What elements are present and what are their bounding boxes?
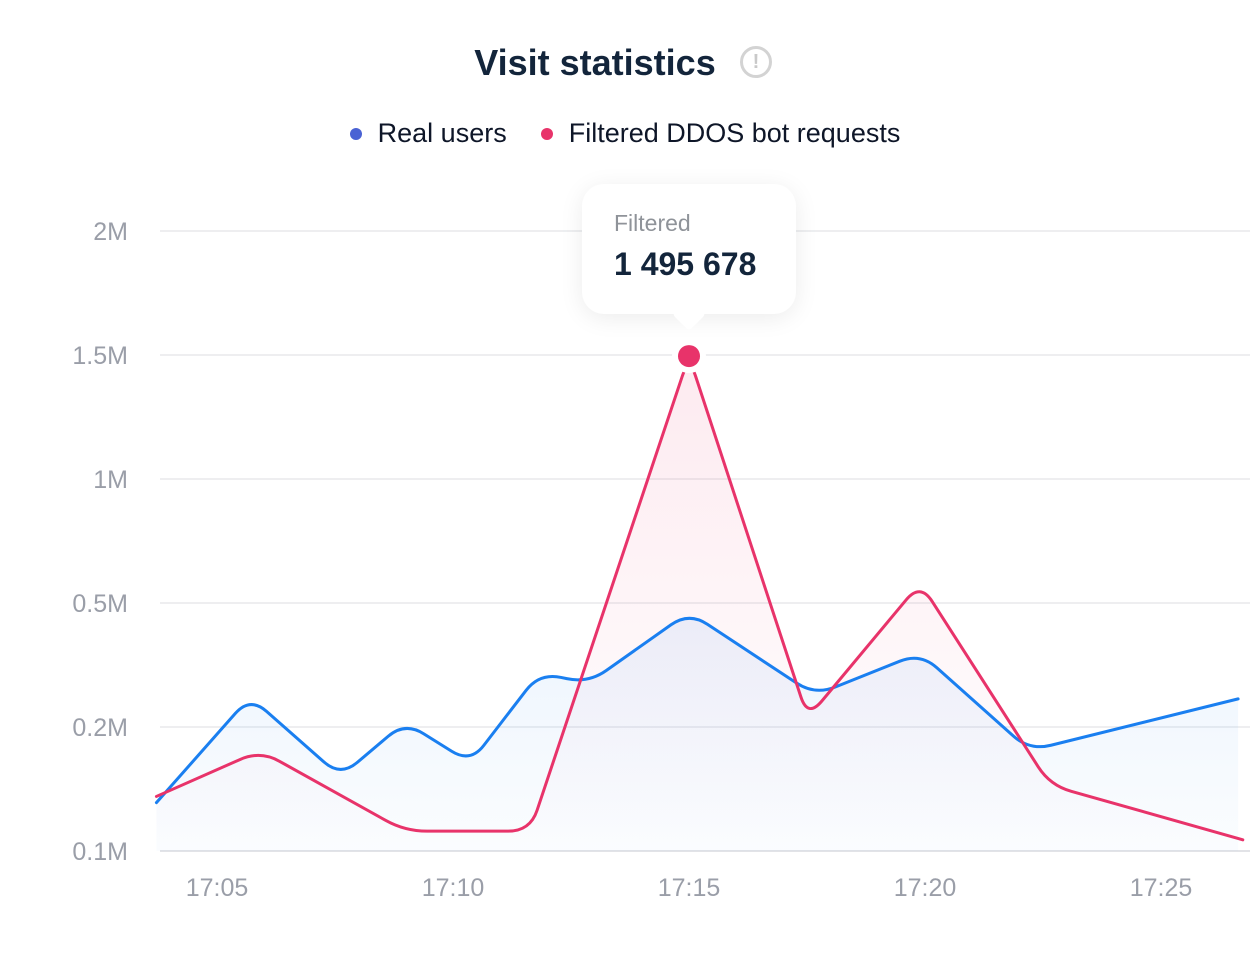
x-tick-label: 17:10	[422, 874, 485, 902]
legend-item-filtered[interactable]: Filtered DDOS bot requests	[540, 118, 901, 149]
y-tick-label: 1.5M	[72, 342, 128, 370]
chart-title: Visit statistics	[474, 42, 716, 83]
legend-label: Filtered DDOS bot requests	[568, 118, 901, 148]
y-tick-label: 0.5M	[72, 590, 128, 618]
exclamation-circle-icon[interactable]: !	[740, 46, 772, 78]
x-tick-label: 17:20	[894, 874, 957, 902]
x-tick-label: 17:15	[658, 874, 721, 902]
legend-label: Real users	[377, 118, 507, 148]
x-tick-label: 17:25	[1130, 874, 1193, 902]
legend-dot-real-users	[349, 127, 362, 140]
legend-dot-filtered	[540, 127, 553, 140]
y-tick-label: 0.1M	[72, 838, 128, 866]
tooltip-label: Filtered	[614, 210, 691, 236]
y-tick-label: 0.2M	[72, 714, 128, 742]
tooltip-value: 1 495 678	[614, 246, 757, 282]
y-tick-label: 2M	[93, 218, 128, 246]
legend-item-real-users[interactable]: Real users	[349, 118, 507, 149]
legend: Real users Filtered DDOS bot requests	[0, 118, 1250, 149]
y-tick-label: 1M	[93, 466, 128, 494]
x-tick-label: 17:05	[186, 874, 249, 902]
active-point[interactable]	[678, 345, 700, 368]
area-fill	[156, 618, 1239, 851]
series-line-real-users	[154, 616, 1240, 805]
tooltip: Filtered 1 495 678	[582, 184, 796, 314]
